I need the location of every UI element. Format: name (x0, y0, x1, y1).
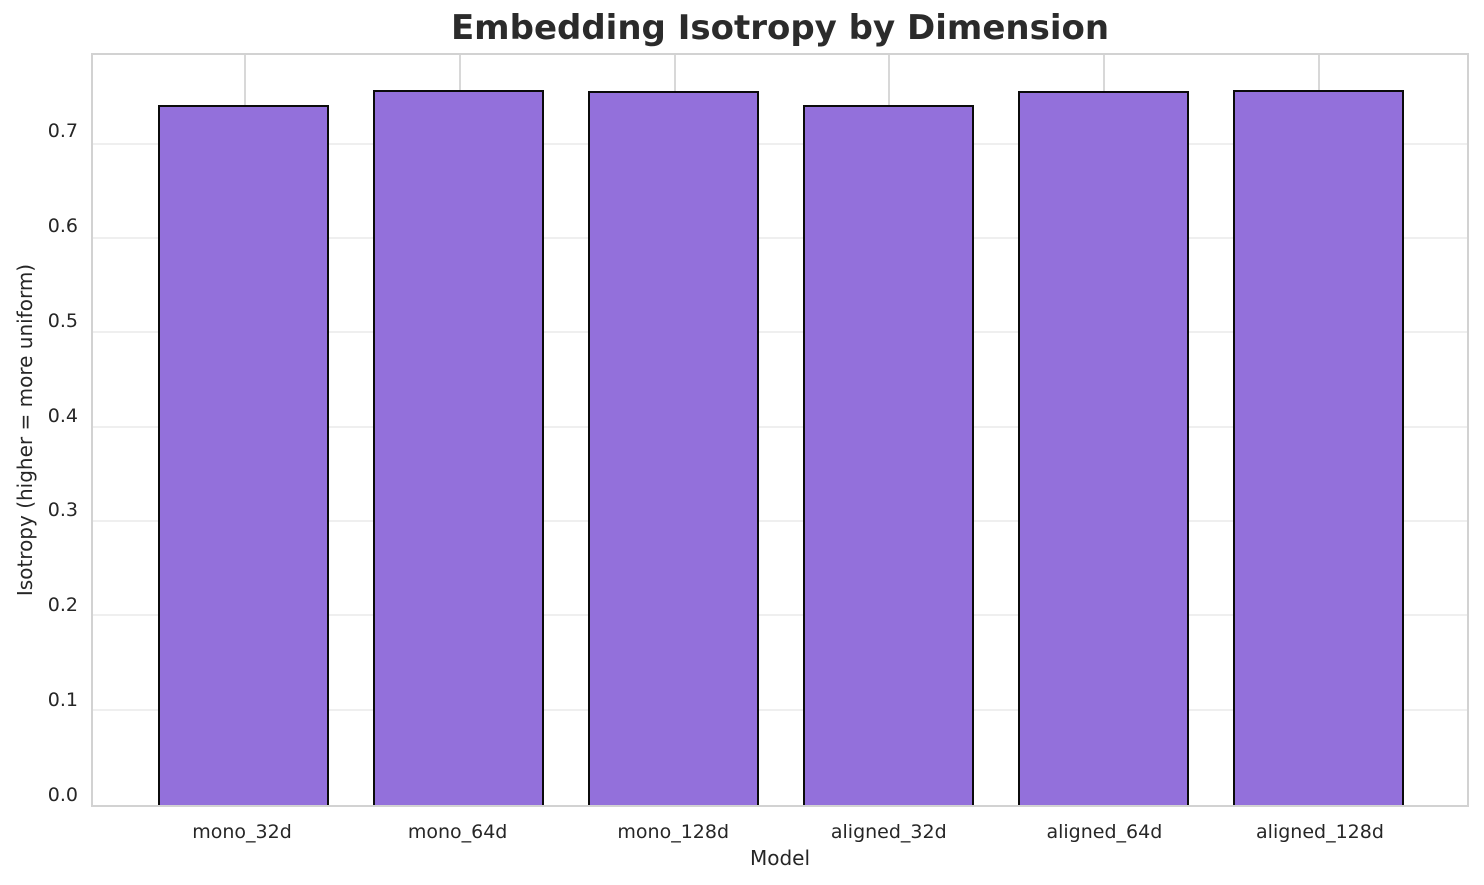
bar-aligned_64d (1017, 90, 1190, 805)
gridline-horizontal (93, 142, 1467, 145)
y-axis-tick-labels: 0.0 0.1 0.2 0.3 0.4 0.5 0.6 0.7 (0, 53, 78, 807)
x-tick-label-mono_32d: mono_32d (192, 821, 292, 843)
x-tick-label-aligned_128d: aligned_128d (1256, 821, 1384, 843)
x-axis-tick-labels: mono_32d mono_64d mono_128d aligned_32d alig… (91, 820, 1469, 846)
x-tick-label-aligned_64d: aligned_64d (1046, 821, 1163, 843)
y-tick-label: 0.0 (47, 784, 78, 806)
gridline-horizontal (93, 708, 1467, 711)
gridline-horizontal (93, 519, 1467, 522)
y-tick-label: 0.7 (47, 120, 78, 143)
y-tick-label: 0.3 (47, 499, 78, 522)
y-tick-label: 0.6 (47, 214, 78, 237)
x-tick-label-mono_128d: mono_128d (617, 821, 730, 843)
chart-title: Embedding Isotropy by Dimension (450, 8, 1110, 48)
gridline-horizontal (93, 331, 1467, 334)
gridline-horizontal (93, 614, 1467, 617)
bar-mono_64d (372, 89, 545, 805)
gridline-horizontal (93, 236, 1467, 239)
x-tick-label-mono_64d: mono_64d (407, 821, 508, 843)
y-tick-label: 0.1 (47, 689, 78, 712)
bar-mono_32d (157, 105, 330, 805)
plot-area (91, 53, 1469, 807)
gridline-horizontal (93, 425, 1467, 428)
y-tick-label: 0.5 (47, 309, 78, 332)
bar-aligned_128d (1232, 89, 1405, 805)
x-tick-label-aligned_32d: aligned_32d (830, 821, 947, 843)
y-axis-label: Isotropy (higher = more uniform) (13, 263, 37, 597)
x-axis-label: Model (749, 846, 811, 870)
y-tick-label: 0.4 (47, 404, 78, 427)
bar-mono_128d (587, 90, 760, 805)
bar-aligned_32d (802, 105, 975, 805)
y-tick-label: 0.2 (47, 594, 78, 617)
